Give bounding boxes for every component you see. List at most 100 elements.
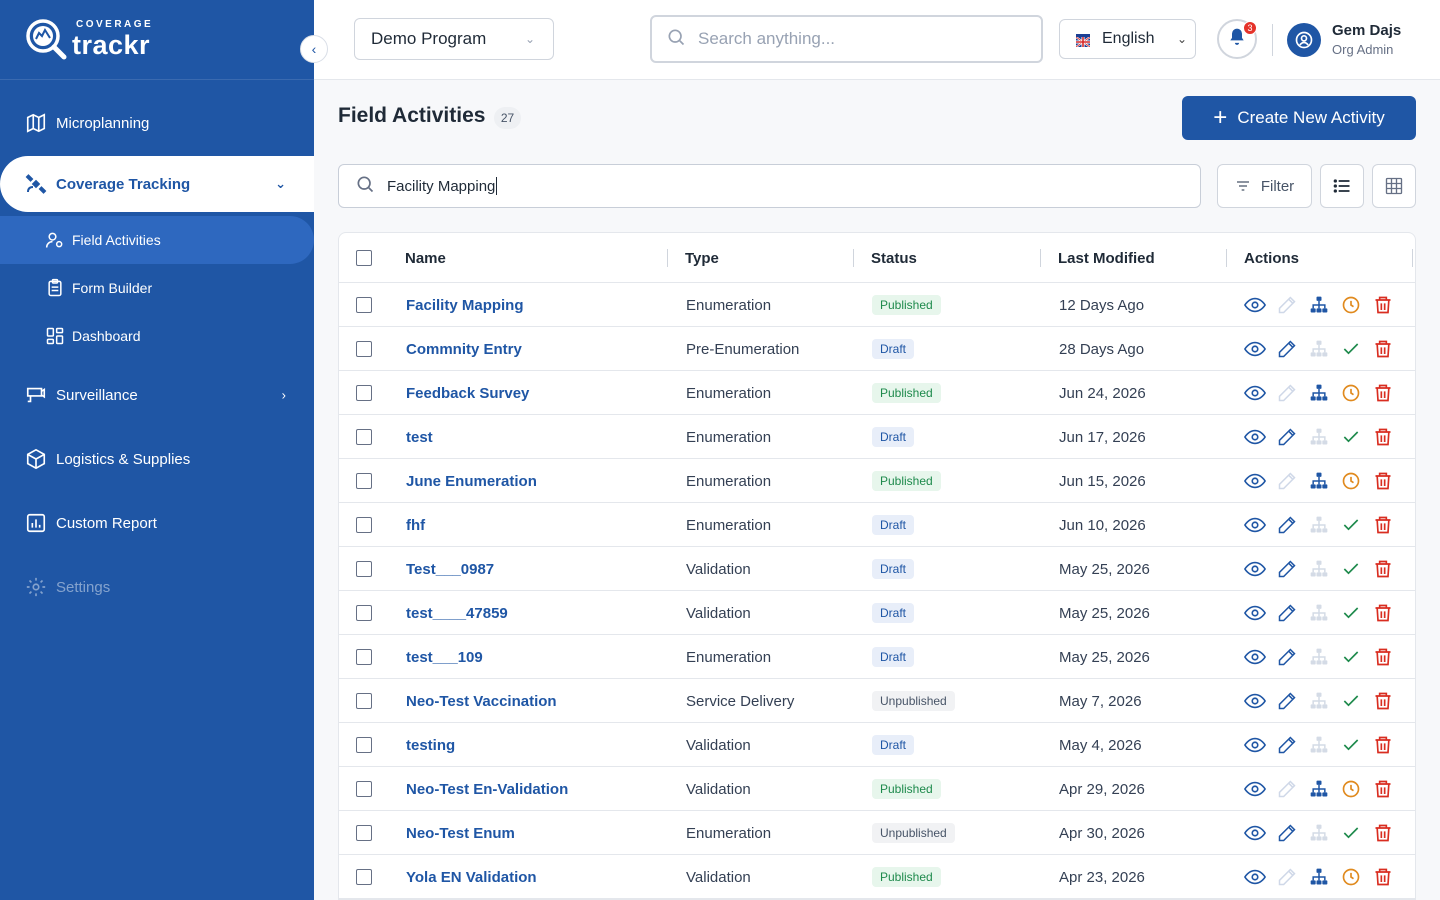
edit-pencil-icon[interactable] [1271, 591, 1303, 635]
check-icon[interactable] [1335, 811, 1367, 855]
delete-trash-icon[interactable] [1367, 723, 1399, 767]
list-view-button[interactable] [1320, 164, 1364, 208]
row-select-cell[interactable] [356, 283, 372, 327]
row-select-cell[interactable] [356, 371, 372, 415]
view-eye-icon[interactable] [1239, 767, 1271, 811]
view-eye-icon[interactable] [1239, 327, 1271, 371]
activity-name-link[interactable]: fhf [406, 516, 426, 534]
collapse-sidebar-button[interactable]: ‹ [300, 35, 328, 63]
global-search-input[interactable]: Search anything... [650, 15, 1043, 63]
table-row[interactable]: test____47859 Validation Draft May 25, 2… [339, 591, 1415, 635]
hierarchy-icon[interactable] [1303, 503, 1335, 547]
view-eye-icon[interactable] [1239, 635, 1271, 679]
column-resizer[interactable] [853, 249, 854, 267]
table-row[interactable]: Commnity Entry Pre-Enumeration Draft 28 … [339, 327, 1415, 371]
sidebar-item-microplanning[interactable]: Microplanning [0, 94, 314, 152]
row-select-cell[interactable] [356, 591, 372, 635]
language-select[interactable]: English ⌄ [1059, 19, 1196, 59]
grid-view-button[interactable] [1372, 164, 1416, 208]
edit-pencil-icon[interactable] [1271, 635, 1303, 679]
activity-name-link[interactable]: Test___0987 [406, 560, 495, 578]
notifications-button[interactable]: 3 [1217, 19, 1257, 59]
row-checkbox[interactable] [356, 693, 372, 709]
delete-trash-icon[interactable] [1367, 459, 1399, 503]
activity-name-link[interactable]: Commnity Entry [406, 340, 522, 358]
create-new-activity-button[interactable]: + Create New Activity [1182, 96, 1416, 140]
edit-pencil-icon[interactable] [1271, 371, 1303, 415]
edit-pencil-icon[interactable] [1271, 547, 1303, 591]
activity-name-link[interactable]: Neo-Test Vaccination [406, 692, 557, 710]
delete-trash-icon[interactable] [1367, 635, 1399, 679]
sidebar-item-logistics[interactable]: Logistics & Supplies [0, 430, 314, 488]
view-eye-icon[interactable] [1239, 547, 1271, 591]
delete-trash-icon[interactable] [1367, 679, 1399, 723]
column-resizer[interactable] [1040, 249, 1041, 267]
schedule-clock-icon[interactable] [1335, 767, 1367, 811]
activity-name-link[interactable]: June Enumeration [406, 472, 537, 490]
edit-pencil-icon[interactable] [1271, 679, 1303, 723]
activity-name-link[interactable]: Neo-Test Enum [406, 824, 515, 842]
hierarchy-icon[interactable] [1303, 679, 1335, 723]
sidebar-subitem-form-builder[interactable]: Form Builder [0, 264, 314, 312]
table-row[interactable]: Neo-Test En-Validation Validation Publis… [339, 767, 1415, 811]
hierarchy-icon[interactable] [1303, 767, 1335, 811]
hierarchy-icon[interactable] [1303, 459, 1335, 503]
column-header-type[interactable]: Type [685, 249, 719, 267]
check-icon[interactable] [1335, 679, 1367, 723]
row-checkbox[interactable] [356, 649, 372, 665]
row-select-cell[interactable] [356, 855, 372, 899]
row-checkbox[interactable] [356, 385, 372, 401]
schedule-clock-icon[interactable] [1335, 459, 1367, 503]
hierarchy-icon[interactable] [1303, 811, 1335, 855]
check-icon[interactable] [1335, 547, 1367, 591]
sidebar-item-surveillance[interactable]: Surveillance › [0, 366, 314, 424]
view-eye-icon[interactable] [1239, 679, 1271, 723]
delete-trash-icon[interactable] [1367, 855, 1399, 899]
schedule-clock-icon[interactable] [1335, 371, 1367, 415]
hierarchy-icon[interactable] [1303, 635, 1335, 679]
view-eye-icon[interactable] [1239, 459, 1271, 503]
activity-name-link[interactable]: Facility Mapping [406, 296, 524, 314]
hierarchy-icon[interactable] [1303, 371, 1335, 415]
hierarchy-icon[interactable] [1303, 591, 1335, 635]
column-resizer[interactable] [667, 249, 668, 267]
avatar[interactable] [1287, 23, 1321, 57]
table-row[interactable]: Neo-Test Vaccination Service Delivery Un… [339, 679, 1415, 723]
row-select-cell[interactable] [356, 503, 372, 547]
sidebar-subitem-dashboard[interactable]: Dashboard [0, 312, 314, 360]
view-eye-icon[interactable] [1239, 371, 1271, 415]
view-eye-icon[interactable] [1239, 855, 1271, 899]
activity-search-input[interactable]: Facility Mapping [338, 164, 1201, 208]
table-row[interactable]: Feedback Survey Enumeration Published Ju… [339, 371, 1415, 415]
delete-trash-icon[interactable] [1367, 767, 1399, 811]
column-header-last-modified[interactable]: Last Modified [1058, 249, 1155, 267]
edit-pencil-icon[interactable] [1271, 767, 1303, 811]
filter-button[interactable]: Filter [1217, 164, 1312, 208]
row-select-cell[interactable] [356, 635, 372, 679]
column-resizer[interactable] [1412, 249, 1413, 267]
column-resizer[interactable] [1226, 249, 1227, 267]
hierarchy-icon[interactable] [1303, 327, 1335, 371]
row-checkbox[interactable] [356, 517, 372, 533]
activity-name-link[interactable]: test [406, 428, 433, 446]
row-checkbox[interactable] [356, 429, 372, 445]
edit-pencil-icon[interactable] [1271, 503, 1303, 547]
schedule-clock-icon[interactable] [1335, 855, 1367, 899]
table-row[interactable]: Facility Mapping Enumeration Published 1… [339, 283, 1415, 327]
delete-trash-icon[interactable] [1367, 283, 1399, 327]
row-checkbox[interactable] [356, 473, 372, 489]
sidebar-subitem-field-activities[interactable]: Field Activities [0, 216, 314, 264]
row-checkbox[interactable] [356, 825, 372, 841]
delete-trash-icon[interactable] [1367, 371, 1399, 415]
check-icon[interactable] [1335, 503, 1367, 547]
view-eye-icon[interactable] [1239, 591, 1271, 635]
activity-name-link[interactable]: Yola EN Validation [406, 868, 537, 886]
row-checkbox[interactable] [356, 561, 372, 577]
table-row[interactable]: Neo-Test Enum Enumeration Unpublished Ap… [339, 811, 1415, 855]
row-checkbox[interactable] [356, 781, 372, 797]
check-icon[interactable] [1335, 591, 1367, 635]
sidebar-item-coverage-tracking[interactable]: Coverage Tracking ⌄ [0, 156, 314, 212]
row-select-cell[interactable] [356, 723, 372, 767]
edit-pencil-icon[interactable] [1271, 283, 1303, 327]
select-all-checkbox[interactable] [356, 250, 372, 266]
